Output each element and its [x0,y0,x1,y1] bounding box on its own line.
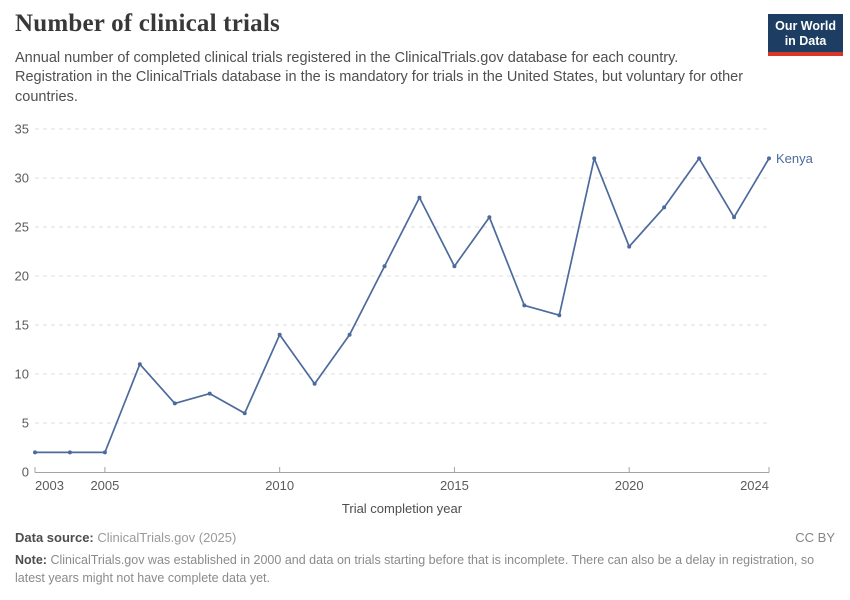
y-tick-label: 20 [15,269,29,284]
x-tick-label: 2005 [90,478,119,493]
data-source-label: Data source: [15,530,94,545]
chart-footer: Data source: ClinicalTrials.gov (2025) C… [15,530,835,587]
data-point[interactable] [697,156,702,161]
data-point[interactable] [347,332,352,337]
data-point[interactable] [33,450,37,455]
source-row: Data source: ClinicalTrials.gov (2025) C… [15,530,835,545]
owid-logo-line1: Our World [775,19,836,33]
data-point[interactable] [662,205,667,210]
data-point[interactable] [137,362,142,367]
data-point[interactable] [732,215,737,220]
series-label[interactable]: Kenya [776,151,814,166]
data-point[interactable] [312,381,317,386]
chart-subtitle: Annual number of completed clinical tria… [15,50,744,105]
trend-line[interactable] [34,157,770,454]
data-point[interactable] [452,264,457,269]
x-axis-title: Trial completion year [342,501,463,516]
y-tick-label: 0 [22,465,29,480]
data-point[interactable] [592,156,597,161]
data-point[interactable] [627,244,632,249]
data-point[interactable] [417,195,422,200]
y-tick-label: 15 [15,318,29,333]
y-tick-label: 25 [15,220,29,235]
data-source: Data source: ClinicalTrials.gov (2025) [15,530,236,545]
x-tick-label: 2020 [615,478,644,493]
note-label: Note: [15,553,47,567]
data-point[interactable] [557,313,562,318]
y-tick-label: 5 [22,416,29,431]
note-row: Note: ClinicalTrials.gov was established… [15,551,835,587]
data-point[interactable] [67,450,72,455]
data-point[interactable] [487,215,492,220]
data-point[interactable] [382,264,387,269]
y-tick-label: 10 [15,367,29,382]
data-point[interactable] [277,332,282,337]
x-tick-label: 2003 [35,478,64,493]
y-tick-label: 30 [15,171,29,186]
owid-logo[interactable]: Our World in Data [768,14,843,56]
data-point[interactable] [522,303,527,308]
data-point[interactable] [102,450,107,455]
owid-logo-line2: in Data [784,34,827,48]
license-link[interactable]: CC BY [795,530,835,545]
data-point[interactable] [172,401,177,406]
data-source-link[interactable]: ClinicalTrials.gov (2025) [97,530,237,545]
data-point[interactable] [207,391,212,396]
x-tick-label: 2015 [440,478,469,493]
data-point[interactable] [242,411,247,416]
note-text: ClinicalTrials.gov was established in 20… [15,553,815,586]
x-tick-label: 2010 [265,478,294,493]
y-tick-label: 35 [15,122,29,137]
x-tick-label: 2024 [740,478,769,493]
data-point[interactable] [767,156,771,161]
page-title: Number of clinical trials [15,10,280,37]
